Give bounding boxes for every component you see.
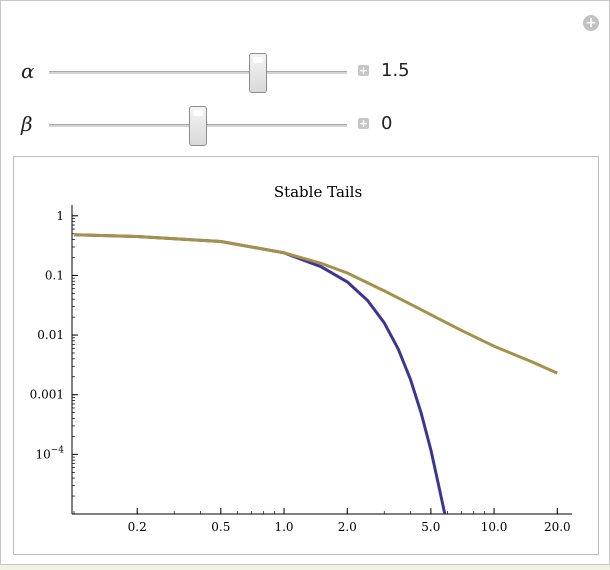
beta-slider-thumb[interactable] xyxy=(189,106,207,146)
alpha-control: α + 1.5 xyxy=(1,53,601,93)
beta-animate-plus-icon[interactable]: + xyxy=(358,117,369,130)
alpha-slider-thumb[interactable] xyxy=(248,53,267,93)
plot-frame: Stable Tails 0.2 0.5 1.0 2.0 5.0 10.0 20.0 1 0.1… xyxy=(13,156,599,555)
x-tick-label: 2.0 xyxy=(338,520,357,534)
beta-label: β xyxy=(21,112,33,136)
y-tick-label: 0.01 xyxy=(37,328,64,342)
y-tick-label: 1 xyxy=(56,209,64,223)
x-tick-label: 5.0 xyxy=(421,520,440,534)
options-plus-icon[interactable]: + xyxy=(583,15,599,31)
x-tick-label: 1.0 xyxy=(274,520,293,534)
x-tick-label: 0.2 xyxy=(128,520,147,534)
y-tick-label: 0.1 xyxy=(45,268,64,282)
chart-title: Stable Tails xyxy=(274,183,362,201)
x-tick-label: 0.5 xyxy=(211,520,230,534)
y-tick-label: 10−4 xyxy=(35,445,64,461)
alpha-label: α xyxy=(21,59,35,83)
y-tick-label: 0.001 xyxy=(30,388,64,402)
x-tick-label: 10.0 xyxy=(481,520,508,534)
beta-control: β + 0 xyxy=(1,106,601,146)
alpha-animate-plus-icon[interactable]: + xyxy=(358,64,369,77)
series-1-line xyxy=(73,233,447,514)
beta-value: 0 xyxy=(381,113,393,134)
stable-tails-chart: Stable Tails 0.2 0.5 1.0 2.0 5.0 10.0 20.0 1 0.1… xyxy=(30,183,572,534)
series-2-line xyxy=(73,233,558,375)
alpha-value: 1.5 xyxy=(381,60,410,81)
x-tick-label: 20.0 xyxy=(544,520,571,534)
alpha-slider-track[interactable] xyxy=(49,71,347,74)
y-tick-exponent: −4 xyxy=(51,445,65,455)
